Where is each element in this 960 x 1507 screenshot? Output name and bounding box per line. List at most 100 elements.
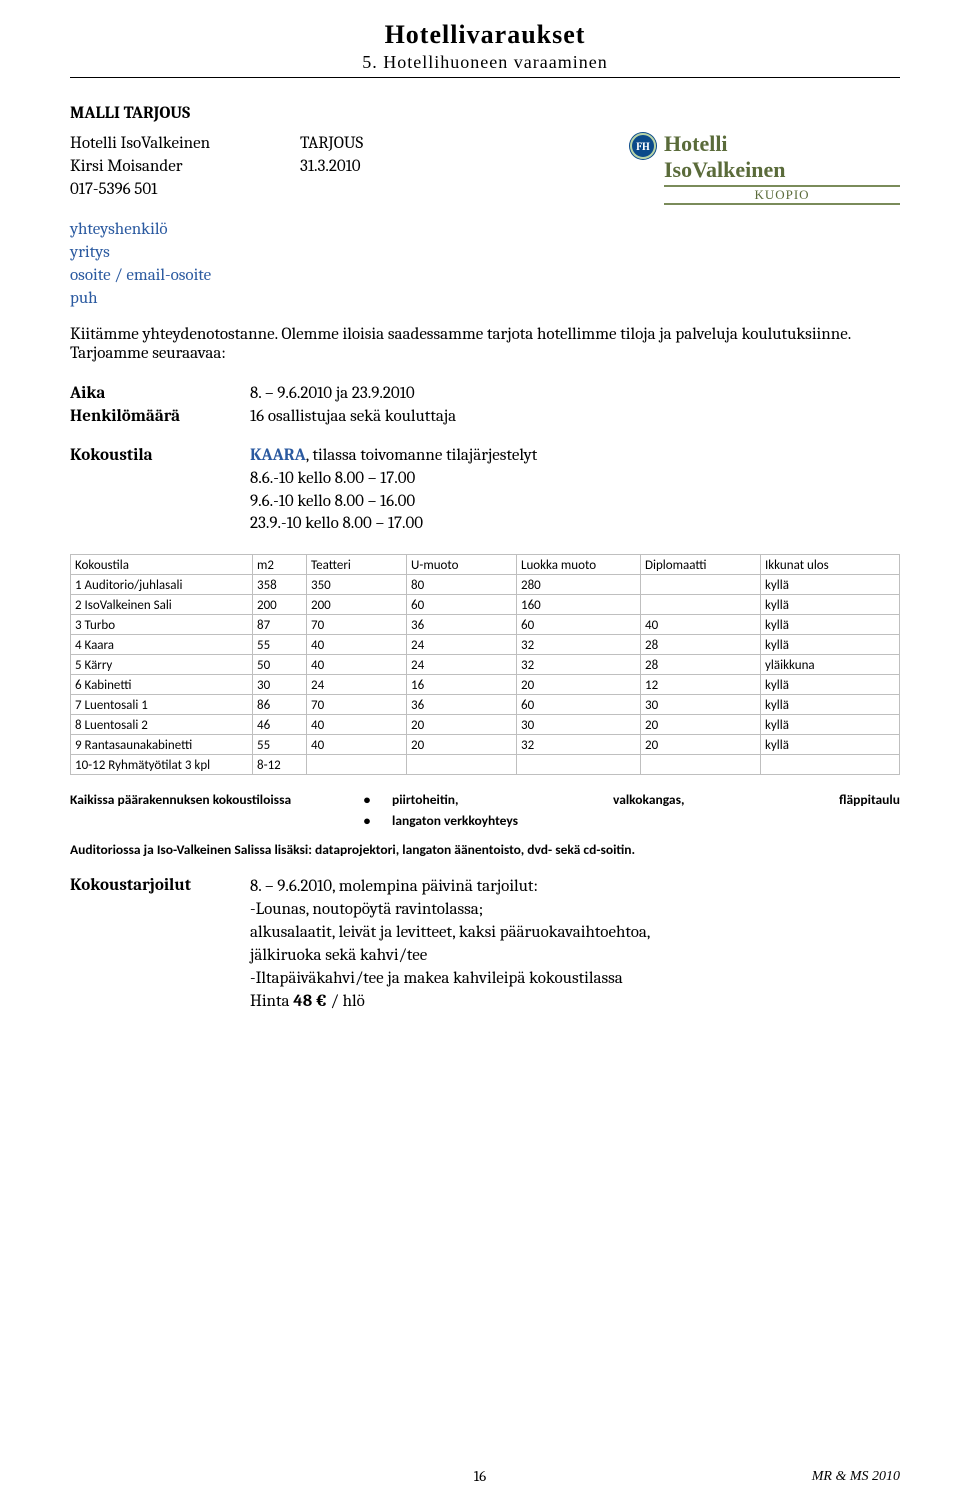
table-cell: 40 — [307, 735, 407, 755]
table-cell — [641, 595, 761, 615]
table-cell: 20 — [407, 715, 517, 735]
table-cell: 12 — [641, 675, 761, 695]
table-cell: 40 — [641, 615, 761, 635]
table-row: 7 Luentosali 18670366030kyllä — [71, 695, 900, 715]
aika-value: 8. – 9.6.2010 ja 23.9.2010 — [250, 383, 900, 406]
table-cell: 40 — [307, 715, 407, 735]
document-page: Hotellivaraukset 5. Hotellihuoneen varaa… — [0, 0, 960, 1507]
table-cell — [307, 755, 407, 775]
table-cell: 36 — [407, 695, 517, 715]
table-cell: 80 — [407, 575, 517, 595]
table-row: 6 Kabinetti3024162012kyllä — [71, 675, 900, 695]
equip-left: Kaikissa päärakennuksen kokoustiloissa — [70, 791, 342, 808]
table-cell: 7 Luentosali 1 — [71, 695, 253, 715]
table-cell: kyllä — [761, 595, 900, 615]
table-row: 3 Turbo8770366040kyllä — [71, 615, 900, 635]
bullet-icon: • — [342, 791, 392, 808]
kokoustarjoilut-block: Kokoustarjoilut 8. – 9.6.2010, molempina… — [70, 876, 900, 1014]
table-cell: kyllä — [761, 715, 900, 735]
section-label: MALLI TARJOUS — [70, 104, 900, 123]
sender-name: Hotelli IsoValkeinen — [70, 133, 300, 156]
kokoustila-label: Kokoustila — [70, 445, 250, 468]
table-cell: 358 — [253, 575, 307, 595]
table-header-cell: Diplomaatti — [641, 555, 761, 575]
table-cell — [641, 575, 761, 595]
table-cell: 5 Kärry — [71, 655, 253, 675]
table-cell: 30 — [253, 675, 307, 695]
table-cell — [761, 755, 900, 775]
logo-text-kuopio: KUOPIO — [664, 187, 900, 203]
table-cell — [407, 755, 517, 775]
kaara-highlight: KAARA — [250, 446, 306, 465]
doc-type: TARJOUS — [300, 133, 363, 156]
table-cell: 280 — [517, 575, 641, 595]
tarjoilut-line-3: alkusalaatit, leivät ja levitteet, kaksi… — [250, 922, 900, 945]
table-cell: 32 — [517, 655, 641, 675]
table-cell: 6 Kabinetti — [71, 675, 253, 695]
table-cell: 20 — [407, 735, 517, 755]
table-cell: kyllä — [761, 695, 900, 715]
table-header-cell: m2 — [253, 555, 307, 575]
sender-logo-block: Hotelli IsoValkeinen TARJOUS Kirsi Moisa… — [70, 133, 900, 205]
table-cell: kyllä — [761, 575, 900, 595]
aika-label: Aika — [70, 383, 250, 406]
field-company: yritys — [70, 242, 900, 265]
kaara-rest: , tilassa toivomanne tilajärjestelyt — [306, 446, 538, 465]
kokoustila-time-2: 9.6.-10 kello 8.00 – 16.00 — [250, 491, 900, 514]
table-cell: 20 — [517, 675, 641, 695]
equip-flappitaulu: fläppitaulu — [839, 791, 900, 808]
equip-langaton: langaton verkkoyhteys — [392, 812, 518, 829]
header-title: Hotellivaraukset — [70, 20, 900, 50]
table-cell: 36 — [407, 615, 517, 635]
table-cell: 86 — [253, 695, 307, 715]
table-cell: 40 — [307, 655, 407, 675]
table-cell: 46 — [253, 715, 307, 735]
aika-henkilo-block: Aika 8. – 9.6.2010 ja 23.9.2010 Henkilöm… — [70, 383, 900, 429]
table-row: 4 Kaara5540243228kyllä — [71, 635, 900, 655]
table-cell: 9 Rantasaunakabinetti — [71, 735, 253, 755]
table-cell: 20 — [641, 715, 761, 735]
kokoustila-time-3: 23.9.-10 kello 8.00 – 17.00 — [250, 513, 900, 536]
intro-paragraph: Kiitämme yhteydenotostanne. Olemme ilois… — [70, 325, 900, 363]
table-cell: 55 — [253, 635, 307, 655]
table-cell: 3 Turbo — [71, 615, 253, 635]
kokoustila-block: Kokoustila KAARA, tilassa toivomanne til… — [70, 445, 900, 537]
table-cell: 30 — [517, 715, 641, 735]
table-row: 9 Rantasaunakabinetti5540203220kyllä — [71, 735, 900, 755]
table-cell — [517, 755, 641, 775]
sender-column: Hotelli IsoValkeinen TARJOUS Kirsi Moisa… — [70, 133, 363, 202]
table-cell: 16 — [407, 675, 517, 695]
bullet-icon: • — [342, 812, 392, 829]
table-cell: 4 Kaara — [71, 635, 253, 655]
henkilo-label: Henkilömäärä — [70, 406, 250, 429]
rooms-table: Kokoustilam2TeatteriU-muotoLuokka muotoD… — [70, 554, 900, 775]
table-cell: yläikkuna — [761, 655, 900, 675]
table-cell: 350 — [307, 575, 407, 595]
hotel-logo: FH Hotelli IsoValkeinen KUOPIO — [630, 133, 900, 205]
table-header-cell: Kokoustila — [71, 555, 253, 575]
table-header-cell: Teatteri — [307, 555, 407, 575]
tarjoilut-line-2: -Lounas, noutopöytä ravintolassa; — [250, 899, 900, 922]
kokoustila-value: KAARA, tilassa toivomanne tilajärjestely… — [250, 445, 900, 468]
table-cell: 200 — [307, 595, 407, 615]
footer-credit: MR & MS 2010 — [812, 1469, 900, 1485]
table-cell: 160 — [517, 595, 641, 615]
sender-phone: 017-5396 501 — [70, 179, 363, 202]
table-cell: 87 — [253, 615, 307, 635]
table-row: 5 Kärry5040243228yläikkuna — [71, 655, 900, 675]
table-cell: 10-12 Ryhmätyötilat 3 kpl — [71, 755, 253, 775]
table-cell: 200 — [253, 595, 307, 615]
table-cell: 8 Luentosali 2 — [71, 715, 253, 735]
table-cell: 70 — [307, 695, 407, 715]
table-cell: 8-12 — [253, 755, 307, 775]
table-cell: 60 — [407, 595, 517, 615]
header-subtitle: 5. Hotellihuoneen varaaminen — [70, 52, 900, 73]
equipment-row-2: • langaton verkkoyhteys — [70, 812, 900, 829]
table-cell: 20 — [641, 735, 761, 755]
equipment-row-1: Kaikissa päärakennuksen kokoustiloissa •… — [70, 791, 900, 808]
field-contact: yhteyshenkilö — [70, 219, 900, 242]
table-header-row: Kokoustilam2TeatteriU-muotoLuokka muotoD… — [71, 555, 900, 575]
henkilo-value: 16 osallistujaa sekä kouluttaja — [250, 406, 900, 429]
recipient-fields: yhteyshenkilö yritys osoite / email-osoi… — [70, 219, 900, 311]
table-row: 1 Auditorio/juhlasali35835080280kyllä — [71, 575, 900, 595]
